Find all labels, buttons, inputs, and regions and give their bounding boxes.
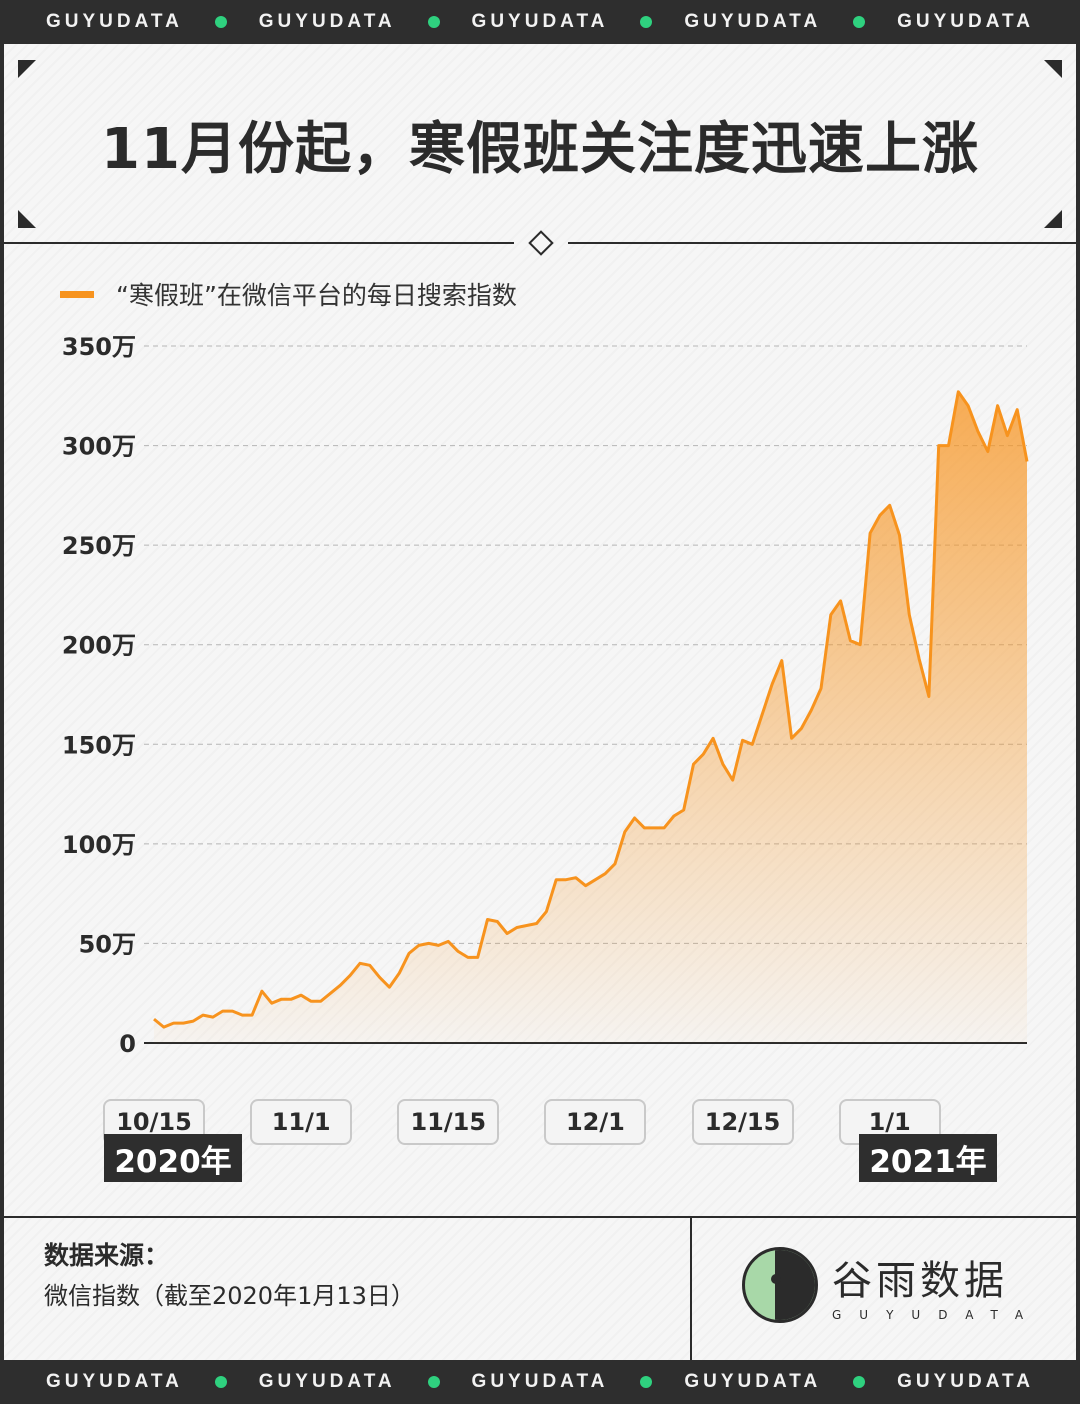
- corner-triangle-icon: [18, 60, 36, 78]
- green-dot-icon: [640, 16, 653, 28]
- series-line: [153, 390, 1029, 1029]
- x-tick-label: 12/1: [544, 1099, 647, 1145]
- y-tick-label: 50万: [79, 930, 136, 958]
- x-tick-label: 12/15: [691, 1099, 794, 1145]
- legend-label: “寒假班”在微信平台的每日搜索指数: [116, 281, 517, 310]
- logo-subtitle: GUYUDATA: [832, 1308, 1042, 1322]
- footer-vertical-divider: [690, 1216, 692, 1360]
- brand-text: GUYUDATA: [471, 11, 609, 32]
- x-tick-label: 11/15: [397, 1099, 500, 1145]
- green-dot-icon: [640, 1376, 653, 1388]
- green-dot-icon: [853, 16, 866, 28]
- brand-text: GUYUDATA: [897, 11, 1034, 32]
- y-tick-label: 100万: [62, 831, 136, 859]
- brand-text: GUYUDATA: [684, 1371, 822, 1392]
- divider-line: [568, 242, 1076, 244]
- y-tick-label: 300万: [62, 433, 136, 461]
- green-dot-icon: [214, 1376, 227, 1388]
- green-dot-icon: [853, 1376, 866, 1388]
- infographic-card: 11月份起，寒假班关注度迅速上涨 “寒假班”在微信平台的每日搜索指数 0 50万 1…: [4, 44, 1076, 1360]
- corner-triangle-icon: [18, 210, 36, 228]
- source-text: 微信指数（截至2020年1月13日）: [44, 1282, 415, 1310]
- brand-text: GUYUDATA: [471, 1371, 609, 1392]
- green-dot-icon: [427, 1376, 440, 1388]
- y-tick-label: 350万: [62, 333, 136, 361]
- year-tag-start: 2020年: [104, 1134, 242, 1182]
- green-dot-icon: [214, 16, 227, 28]
- y-tick-label: 150万: [62, 731, 136, 759]
- brand-logo: 谷雨数据 GUYUDATA: [742, 1247, 1041, 1323]
- line-chart: 0 50万 100万 150万 200万 250万 300万 350万: [62, 333, 1029, 1058]
- green-dot-icon: [427, 16, 440, 28]
- page-title: 11月份起，寒假班关注度迅速上涨: [101, 117, 979, 182]
- brand-band-bottom: GUYUDATA GUYUDATA GUYUDATA GUYUDATA GUYU…: [0, 1360, 1080, 1404]
- brand-text: GUYUDATA: [45, 11, 183, 32]
- brand-text: GUYUDATA: [45, 1371, 183, 1392]
- brand-text: GUYUDATA: [258, 1371, 396, 1392]
- brand-band-top: GUYUDATA GUYUDATA GUYUDATA GUYUDATA GUYU…: [0, 0, 1080, 44]
- x-tick-label: 11/1: [250, 1099, 353, 1145]
- brand-text: GUYUDATA: [684, 11, 822, 32]
- divider-line: [4, 242, 514, 244]
- source-title: 数据来源：: [44, 1241, 170, 1270]
- bird-logo-icon: [742, 1247, 818, 1323]
- footer-divider: [4, 1216, 1076, 1218]
- brand-text: GUYUDATA: [897, 1371, 1034, 1392]
- series-area: [154, 391, 1027, 1043]
- corner-triangle-icon: [1044, 60, 1062, 78]
- legend-swatch: [60, 290, 94, 298]
- year-tag-end: 2021年: [859, 1134, 997, 1182]
- logo-name: 谷雨数据: [832, 1258, 1008, 1304]
- y-tick-label: 250万: [62, 532, 136, 560]
- y-tick-label: 0: [119, 1030, 136, 1058]
- chart-legend: “寒假班”在微信平台的每日搜索指数: [60, 276, 517, 312]
- brand-text: GUYUDATA: [258, 11, 396, 32]
- corner-triangle-icon: [1044, 210, 1062, 228]
- y-tick-label: 200万: [62, 632, 136, 660]
